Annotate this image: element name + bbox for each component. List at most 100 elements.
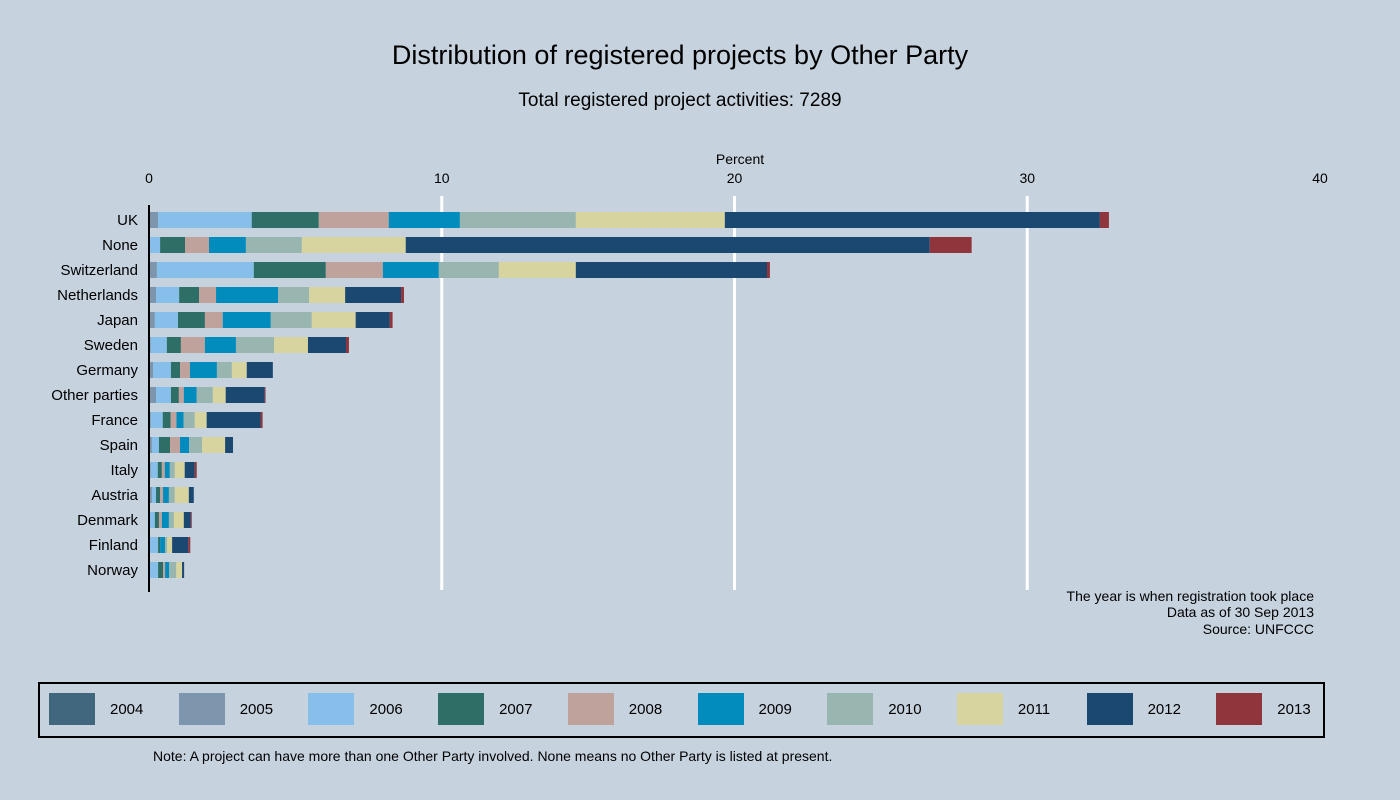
bar-segment-uk-2010 <box>459 212 576 228</box>
bar-segment-germany-2011 <box>231 362 247 378</box>
note-data-date: Data as of 30 Sep 2013 <box>1166 604 1314 620</box>
bar-segment-denmark-2013 <box>190 512 192 528</box>
bar-segment-germany-2010 <box>216 362 232 378</box>
bar-segment-italy-2012 <box>184 462 195 478</box>
bar-segment-none-2009 <box>209 237 246 253</box>
bar-segment-japan-2010 <box>270 312 312 328</box>
bar-segment-other-parties-2009 <box>183 387 197 403</box>
bar-segment-netherlands-2007 <box>179 287 200 303</box>
bar-segment-other-parties-2008 <box>178 387 184 403</box>
bar-segment-norway-2007 <box>158 562 164 578</box>
bar-segment-germany-2007 <box>170 362 181 378</box>
category-label: None <box>102 237 138 254</box>
bar-segment-spain-2011 <box>201 437 226 453</box>
bar-segment-finland-2006 <box>149 537 159 553</box>
bar-segment-netherlands-2006 <box>156 287 180 303</box>
x-tick-label: 30 <box>1019 170 1035 186</box>
bar-chart: Percent 0 10 20 30 40 UK None Switzerland Netherl… <box>51 151 1328 592</box>
bar-segment-japan-2005 <box>149 312 155 328</box>
bar-segment-italy-2009 <box>164 462 170 478</box>
bar-segment-sweden-2013 <box>346 337 349 353</box>
bar-segment-switzerland-2010 <box>438 262 499 278</box>
bar-segment-switzerland-2012 <box>575 262 767 278</box>
bar-segment-uk-2007 <box>251 212 319 228</box>
category-label: UK <box>117 212 138 229</box>
bar-segment-denmark-2010 <box>168 512 174 528</box>
legend-swatch-2013 <box>1216 693 1263 725</box>
bar-segment-finland-2009 <box>160 537 166 553</box>
bar-segment-france-2011 <box>194 412 207 428</box>
bar-segment-switzerland-2009 <box>382 262 439 278</box>
bar-segment-none-2013 <box>929 237 972 253</box>
bar-segment-italy-2011 <box>174 462 185 478</box>
bar-segment-spain-2009 <box>180 437 190 453</box>
bar-segment-italy-2006 <box>150 462 158 478</box>
bar-segment-japan-2008 <box>204 312 223 328</box>
bar-segment-spain-2012 <box>225 437 234 453</box>
legend: 2004 2005 2006 2007 2008 2009 2010 2011 2012 2013 <box>38 682 1325 738</box>
bar-segment-none-2010 <box>245 237 302 253</box>
bar-segment-finland-2011 <box>167 537 173 553</box>
bar-segment-austria-2010 <box>168 487 175 503</box>
category-label: Finland <box>89 537 138 554</box>
bar-segment-other-parties-2006 <box>156 387 171 403</box>
legend-label-2010: 2010 <box>888 701 922 718</box>
bar-segment-switzerland-2013 <box>766 262 770 278</box>
legend-swatch-2006 <box>308 693 355 725</box>
bar-segment-italy-2013 <box>194 462 197 478</box>
legend-swatch-2005 <box>178 693 225 725</box>
bar-segment-norway-2011 <box>176 562 183 578</box>
x-tick-label: 10 <box>434 170 450 186</box>
bar-segment-austria-2006 <box>151 487 157 503</box>
category-label: Sweden <box>84 337 138 354</box>
bar-segment-switzerland-2011 <box>498 262 576 278</box>
bar-segment-italy-2008 <box>161 462 165 478</box>
bar-segment-finland-2013 <box>188 537 191 553</box>
bar-segment-austria-2005 <box>149 487 152 503</box>
bar-segment-sweden-2007 <box>166 337 181 353</box>
bar-segment-france-2008 <box>170 412 177 428</box>
bar-segment-denmark-2012 <box>183 512 191 528</box>
bar-segment-austria-2011 <box>174 487 189 503</box>
bar-segment-netherlands-2005 <box>149 287 157 303</box>
bar-segment-austria-2008 <box>160 487 164 503</box>
bar-segment-uk-2005 <box>149 212 159 228</box>
bar-segment-finland-2010 <box>165 537 168 553</box>
bar-segment-other-parties-2007 <box>170 387 179 403</box>
category-label: Japan <box>97 312 138 329</box>
legend-swatch-2012 <box>1086 693 1133 725</box>
bar-segment-switzerland-2007 <box>253 262 326 278</box>
bar-segment-france-2013 <box>260 412 263 428</box>
bar-segment-italy-2010 <box>169 462 175 478</box>
bar-segment-france-2009 <box>176 412 184 428</box>
bar-segment-netherlands-2010 <box>278 287 310 303</box>
bar-segment-none-2011 <box>301 237 406 253</box>
bar-segment-norway-2009 <box>165 562 170 578</box>
category-label: Denmark <box>77 512 138 529</box>
bar-segment-denmark-2006 <box>149 512 155 528</box>
bar-segment-germany-2006 <box>153 362 171 378</box>
legend-label-2013: 2013 <box>1277 701 1311 718</box>
chart-subtitle: Total registered project activities: 728… <box>518 90 842 111</box>
bar-segment-norway-2006 <box>149 562 159 578</box>
bar-segment-switzerland-2008 <box>325 262 383 278</box>
bar-segment-germany-2009 <box>189 362 217 378</box>
bar-segment-sweden-2009 <box>204 337 236 353</box>
bar-segment-norway-2008 <box>163 562 166 578</box>
bar-segment-switzerland-2006 <box>156 262 254 278</box>
x-tick-label: 20 <box>727 170 743 186</box>
bar-segment-austria-2009 <box>163 487 169 503</box>
bar-segment-sweden-2012 <box>307 337 347 353</box>
bar-segment-japan-2013 <box>389 312 393 328</box>
legend-swatch-2007 <box>438 693 485 725</box>
x-tick-label: 40 <box>1312 170 1328 186</box>
bar-segment-spain-2008 <box>170 437 181 453</box>
note-source: Source: UNFCCC <box>1202 621 1314 637</box>
legend-label-2011: 2011 <box>1017 701 1051 718</box>
bar-segment-uk-2006 <box>158 212 252 228</box>
bar-segment-finland-2012 <box>172 537 189 553</box>
legend-swatch-2008 <box>567 693 614 725</box>
note-registration-year: The year is when registration took place <box>1066 588 1314 604</box>
category-label: Germany <box>76 362 138 379</box>
bar-segment-spain-2006 <box>151 437 159 453</box>
